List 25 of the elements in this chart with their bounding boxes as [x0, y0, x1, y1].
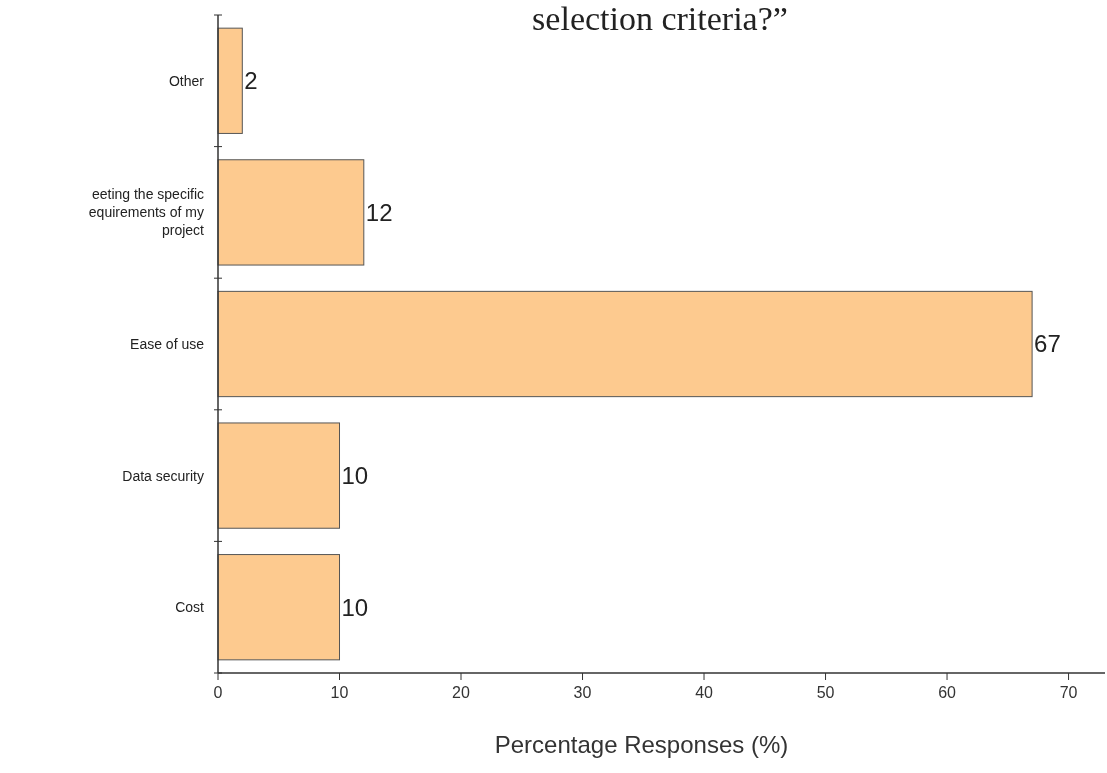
y-tick-label: Other — [168, 72, 205, 89]
data-label: 10 — [341, 593, 369, 621]
x-tick-label: 30 — [573, 684, 592, 701]
data-label: 10 — [341, 462, 369, 489]
bar — [217, 159, 365, 266]
x-tick-label: 10 — [330, 684, 349, 701]
x-tick-label: 40 — [695, 684, 714, 701]
y-tick-label: Data security — [122, 467, 204, 484]
x-tick-label: 50 — [816, 684, 835, 701]
data-label: 2 — [244, 67, 258, 95]
y-tick-label: Cost — [175, 599, 205, 616]
data-label: 67 — [1034, 330, 1061, 358]
chart-title: selection criteria?” — [532, 0, 788, 37]
bar — [217, 27, 243, 134]
data-label: 12 — [365, 198, 393, 226]
bar — [217, 290, 1033, 398]
bar — [217, 422, 341, 529]
x-tick-label: 0 — [213, 684, 223, 701]
y-tick-label: Ease of use — [130, 335, 205, 352]
x-tick-label: 60 — [938, 684, 957, 701]
x-tick-label: 20 — [452, 684, 471, 701]
x-axis-title: Percentage Responses (%) — [494, 731, 789, 758]
x-tick-label: 70 — [1059, 684, 1078, 701]
y-tick-label: eeting the specific equirements of my project — [88, 186, 205, 239]
bar — [217, 554, 341, 661]
